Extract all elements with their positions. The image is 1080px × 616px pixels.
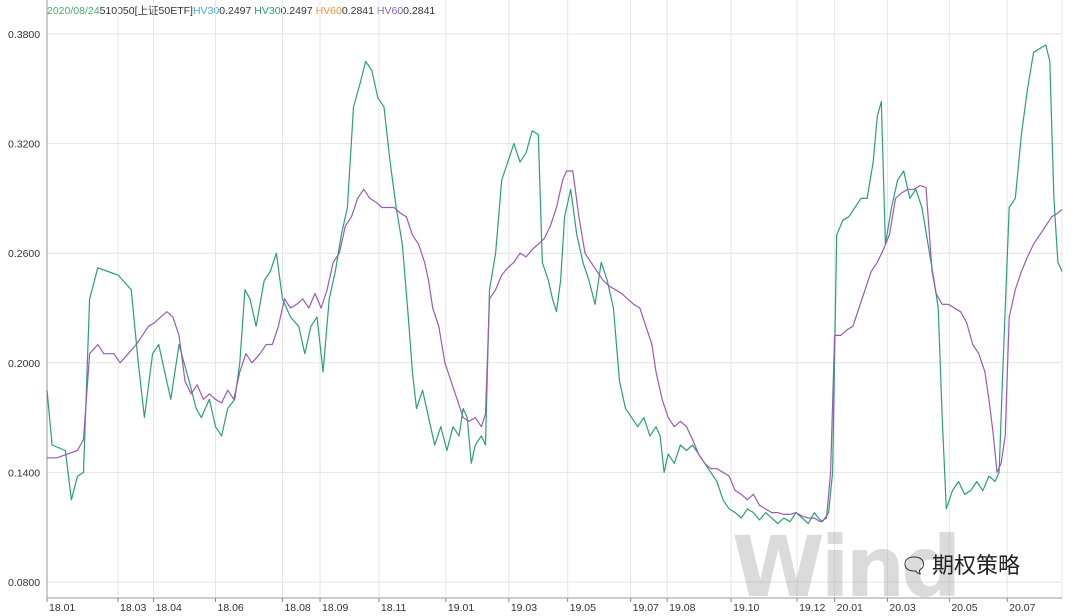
x-tick-label: 19.07 xyxy=(633,602,659,613)
y-tick-label: 0.1400 xyxy=(8,467,40,479)
x-tick-label: 18.04 xyxy=(156,602,182,613)
x-tick-label: 20.03 xyxy=(889,602,915,613)
brand-label: 🗨 期权策略 xyxy=(900,548,1020,580)
legend-segment: 0.2497 xyxy=(219,5,255,17)
chart-legend: 2020/08/24510050[上证50ETF]HV300.2497 HV30… xyxy=(47,4,435,18)
x-tick-label: 19.12 xyxy=(799,602,825,613)
wind-watermark: Wind xyxy=(732,518,961,616)
x-tick-label: 20.01 xyxy=(837,602,863,613)
x-tick-label: 18.09 xyxy=(322,602,348,613)
y-tick-label: 0.3200 xyxy=(8,139,40,151)
legend-segment: 0.2841 xyxy=(403,5,436,17)
x-tick-label: 19.03 xyxy=(511,602,537,613)
x-tick-label: 19.05 xyxy=(570,602,596,613)
x-tick-label: 19.01 xyxy=(448,602,474,613)
legend-segment: HV30 xyxy=(192,5,220,17)
legend-segment: 510050[上证50ETF] xyxy=(99,5,193,17)
x-tick-labels: 18.01 18.03 18.04 18.06 18.08 18.09 18.11 19.01… xyxy=(49,602,1036,613)
x-tick-label: 18.11 xyxy=(381,602,407,613)
series-line-hv30 xyxy=(46,44,1063,525)
brand-text: 期权策略 xyxy=(931,554,1020,579)
grid-lines xyxy=(46,0,1063,598)
legend-segment: HV60 xyxy=(315,5,342,17)
wechat-icon: 🗨 xyxy=(900,554,928,579)
y-tick-label: 0.2000 xyxy=(8,358,40,370)
y-tick-labels: 0.3800 0.3200 0.2600 0.2000 0.1400 0.0800 xyxy=(8,29,40,589)
series-lines xyxy=(46,44,1063,525)
x-tick-label: 18.03 xyxy=(120,602,146,613)
x-tick-label: 19.10 xyxy=(733,602,759,613)
legend-segment: 0.2497 xyxy=(280,5,316,17)
y-tick-label: 0.0800 xyxy=(8,577,40,589)
x-tick-label: 18.01 xyxy=(49,602,75,613)
legend-segment: HV30 xyxy=(254,5,281,17)
y-tick-label: 0.3800 xyxy=(8,29,40,41)
x-tick-label: 20.05 xyxy=(951,602,977,613)
legend-segment: HV60 xyxy=(376,5,404,17)
x-tick-label: 18.08 xyxy=(284,602,310,613)
legend-segment: 0.2841 xyxy=(341,5,377,17)
y-tick-label: 0.2600 xyxy=(8,248,40,260)
x-tick-label: 20.07 xyxy=(1009,602,1035,613)
x-tick-label: 19.08 xyxy=(669,602,695,613)
legend-segment: 2020/08/24 xyxy=(47,5,100,17)
series-line-hv60 xyxy=(47,170,1063,523)
chart-axes xyxy=(46,0,1062,602)
x-tick-label: 18.06 xyxy=(217,602,243,613)
